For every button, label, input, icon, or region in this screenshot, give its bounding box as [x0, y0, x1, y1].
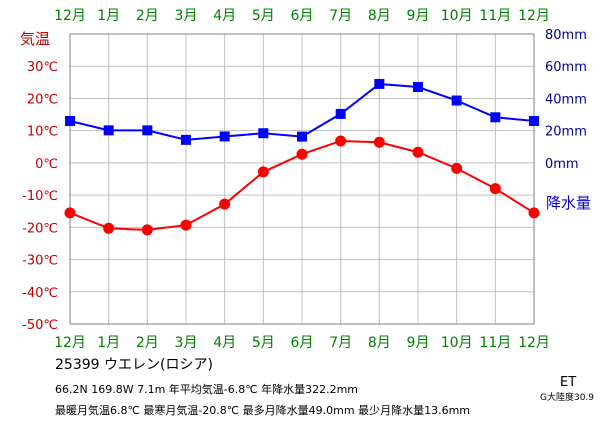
- month-label-top: 1月: [97, 8, 120, 24]
- temperature-point: [412, 146, 424, 158]
- month-label-bottom: 3月: [175, 335, 198, 351]
- temperature-point: [489, 183, 501, 195]
- temperature-point: [64, 207, 76, 219]
- precipitation-point: [335, 108, 346, 119]
- continentality-index: G大陸度30.9: [540, 393, 595, 403]
- month-label-top: 6月: [291, 8, 314, 24]
- temperature-point: [373, 136, 385, 148]
- month-label-bottom: 12月: [54, 335, 86, 351]
- month-label-bottom: 1月: [97, 335, 120, 351]
- temperature-tick-label: 0℃: [35, 157, 58, 172]
- precipitation-point: [142, 125, 153, 136]
- precipitation-axis-ticks: 80mm 60mm 40mm 20mm 0mm: [545, 28, 587, 172]
- station-summary: 66.2N 169.8W 7.1m 年平均気温-6.8℃ 年降水量322.2mm: [55, 383, 359, 396]
- month-label-bottom: 11月: [479, 335, 511, 351]
- month-label-bottom: 7月: [329, 335, 352, 351]
- temperature-tick-label: 20℃: [27, 92, 58, 107]
- climate-classification: ET: [560, 375, 577, 390]
- month-label-top: 5月: [252, 8, 275, 24]
- month-label-bottom: 12月: [518, 335, 550, 351]
- temperature-point: [451, 162, 463, 174]
- chart-grid: [70, 34, 534, 324]
- month-label-bottom: 6月: [291, 335, 314, 351]
- precipitation-point: [219, 131, 230, 142]
- temperature-tick-label: -10℃: [22, 189, 58, 204]
- temperature-point: [103, 222, 115, 234]
- station-extremes: 最暖月気温6.8℃ 最寒月気温-20.8℃ 最多月降水量49.0mm 最少月降水…: [55, 404, 470, 417]
- temperature-point: [257, 166, 269, 178]
- precipitation-axis-label: 降水量: [546, 194, 591, 212]
- temperature-axis-ticks: 30℃ 20℃ 10℃ 0℃ -10℃ -20℃ -30℃ -40℃ -50℃: [22, 60, 58, 333]
- precipitation-point: [181, 134, 191, 145]
- temperature-axis-label: 気温: [20, 30, 50, 48]
- month-label-top: 12月: [518, 8, 550, 24]
- temperature-point: [335, 135, 347, 147]
- month-label-top: 11月: [479, 8, 511, 24]
- temperature-point: [528, 207, 540, 219]
- month-label-top: 4月: [213, 8, 236, 24]
- precipitation-point: [413, 82, 423, 93]
- month-label-top: 8月: [368, 8, 391, 24]
- plot-frame: [69, 33, 535, 325]
- month-label-bottom: 5月: [252, 335, 275, 351]
- temperature-point: [180, 219, 192, 231]
- month-label-top: 9月: [407, 8, 430, 24]
- month-label-top: 12月: [54, 8, 86, 24]
- month-label-bottom: 8月: [368, 335, 391, 351]
- series-layer: [64, 78, 540, 236]
- plot-border: [69, 33, 535, 325]
- temperature-tick-label: 30℃: [27, 60, 58, 75]
- temperature-tick-label: 10℃: [27, 125, 58, 140]
- precipitation-point: [297, 131, 307, 142]
- month-label-top: 7月: [329, 8, 352, 24]
- top-month-labels: 12月 1月 2月 3月 4月 5月 6月 7月 8月 9月 10月 11月 12月: [54, 8, 550, 24]
- station-name: 25399 ウエレン(ロシア): [55, 357, 213, 373]
- temperature-tick-label: -20℃: [22, 221, 58, 236]
- month-label-bottom: 2月: [136, 335, 159, 351]
- precipitation-point: [490, 112, 501, 123]
- precipitation-point: [374, 78, 385, 89]
- month-label-top: 3月: [175, 8, 198, 24]
- precipitation-tick-label: 0mm: [545, 157, 579, 172]
- temperature-point: [219, 198, 231, 210]
- precipitation-tick-label: 60mm: [545, 60, 587, 75]
- temperature-tick-label: -40℃: [22, 286, 58, 301]
- month-label-top: 10月: [441, 8, 473, 24]
- precipitation-tick-label: 20mm: [545, 125, 587, 140]
- precipitation-point: [258, 128, 269, 139]
- precipitation-point: [103, 125, 114, 136]
- precipitation-point: [451, 95, 462, 106]
- month-label-top: 2月: [136, 8, 159, 24]
- precipitation-point: [65, 116, 75, 126]
- temperature-tick-label: -30℃: [22, 254, 58, 269]
- month-label-bottom: 9月: [407, 335, 430, 351]
- bottom-month-labels: 12月 1月 2月 3月 4月 5月 6月 7月 8月 9月 10月 11月 12月: [54, 335, 550, 351]
- month-label-bottom: 10月: [441, 335, 473, 351]
- precipitation-tick-label: 40mm: [545, 92, 587, 107]
- temperature-tick-label: -50℃: [22, 318, 58, 333]
- precipitation-tick-label: 80mm: [545, 28, 587, 43]
- temperature-point: [296, 148, 308, 160]
- month-label-bottom: 4月: [213, 335, 236, 351]
- precipitation-point: [529, 116, 539, 126]
- temperature-point: [141, 224, 153, 236]
